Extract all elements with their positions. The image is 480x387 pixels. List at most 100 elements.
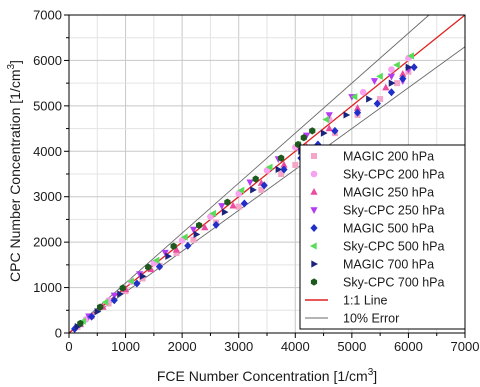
legend-label: Sky-CPC 500 hPa <box>343 239 444 253</box>
data-point <box>189 226 198 234</box>
data-point <box>252 175 259 183</box>
data-point <box>224 198 231 206</box>
data-points <box>71 52 418 333</box>
data-point <box>101 298 109 306</box>
data-point <box>394 80 401 87</box>
data-point <box>139 275 146 282</box>
data-point <box>309 127 316 135</box>
data-point <box>127 277 134 285</box>
data-point <box>376 72 383 80</box>
data-point <box>258 186 265 193</box>
data-point <box>407 52 414 60</box>
data-point <box>353 104 362 111</box>
y-tick-label: 4000 <box>33 144 62 159</box>
y-tick-label: 2000 <box>33 235 62 250</box>
data-point <box>207 213 214 221</box>
y-tick-label: 7000 <box>33 8 62 23</box>
x-tick-label: 5000 <box>337 339 366 354</box>
data-point <box>119 284 126 292</box>
data-point <box>370 78 379 85</box>
data-point <box>300 134 307 142</box>
legend-marker <box>310 224 318 232</box>
x-tick-label: 3000 <box>224 339 253 354</box>
legend-label: MAGIC 500 hPa <box>343 221 434 235</box>
data-point <box>173 250 180 257</box>
legend-label: Sky-CPC 250 hPa <box>343 203 444 217</box>
data-point <box>240 199 248 208</box>
data-point <box>94 308 102 316</box>
x-tick-label: 1000 <box>111 339 140 354</box>
data-point <box>190 236 197 243</box>
data-point <box>170 242 177 250</box>
y-tick-label: 3000 <box>33 189 62 204</box>
y-tick-label: 0 <box>55 326 62 341</box>
data-point <box>322 115 330 124</box>
data-point <box>405 63 413 71</box>
data-point <box>373 99 381 108</box>
data-point <box>331 126 339 135</box>
data-point <box>136 271 144 278</box>
legend-label: 10% Error <box>343 311 399 325</box>
data-point <box>145 263 152 271</box>
legend-label: Sky-CPC 700 hPa <box>343 275 444 289</box>
data-point <box>77 319 84 328</box>
x-tick-label: 7000 <box>451 339 480 354</box>
legend-box <box>299 144 466 330</box>
legend-marker <box>310 207 318 214</box>
data-point <box>221 208 229 216</box>
data-point <box>195 221 203 229</box>
data-point <box>377 96 384 103</box>
legend-label: MAGIC 200 hPa <box>343 149 434 163</box>
legend: MAGIC 200 hPa Sky-CPC 200 hPa MAGIC 250 hP… <box>299 144 466 330</box>
x-tick-label: 2000 <box>168 339 197 354</box>
legend-label: Sky-CPC 200 hPa <box>343 167 444 181</box>
data-point <box>260 181 268 190</box>
data-point <box>155 262 164 271</box>
data-point <box>237 186 245 194</box>
data-point <box>388 79 396 87</box>
data-point <box>110 292 118 300</box>
x-tick-label: 0 <box>65 339 72 354</box>
x-tick-label: 4000 <box>281 339 310 354</box>
data-point <box>399 70 407 77</box>
data-point <box>393 61 400 69</box>
data-point <box>250 186 257 194</box>
data-point <box>161 249 169 257</box>
data-point <box>165 252 172 260</box>
data-point <box>387 88 396 97</box>
data-point <box>292 161 299 168</box>
data-point <box>246 179 254 187</box>
data-point <box>110 296 118 305</box>
data-point <box>235 203 242 210</box>
data-point <box>201 223 209 231</box>
data-point <box>353 108 362 117</box>
data-point <box>278 154 285 162</box>
data-point <box>399 74 407 83</box>
legend-marker <box>310 188 318 195</box>
data-point <box>74 323 82 331</box>
y-tick-label: 6000 <box>33 53 62 68</box>
data-point <box>325 112 333 119</box>
data-point <box>209 209 216 218</box>
legend-label: MAGIC 250 hPa <box>343 185 434 199</box>
data-point <box>366 95 373 103</box>
data-point <box>350 93 358 101</box>
data-point <box>263 167 271 174</box>
data-point <box>275 165 283 174</box>
x-tick-label: 6000 <box>394 339 423 354</box>
data-point <box>172 245 181 253</box>
legend-marker <box>310 278 318 286</box>
data-point <box>359 88 367 96</box>
data-point <box>265 163 273 171</box>
x-axis-title: FCE Number Concentration [1/cm3] <box>157 367 377 384</box>
data-point <box>139 272 147 280</box>
data-point <box>235 190 243 197</box>
legend-label: 1:1 Line <box>343 293 388 307</box>
data-point <box>152 256 160 264</box>
data-point <box>410 63 418 72</box>
y-tick-label: 5000 <box>33 98 62 113</box>
data-point <box>388 66 395 73</box>
data-point <box>178 237 186 244</box>
data-point <box>280 165 288 174</box>
